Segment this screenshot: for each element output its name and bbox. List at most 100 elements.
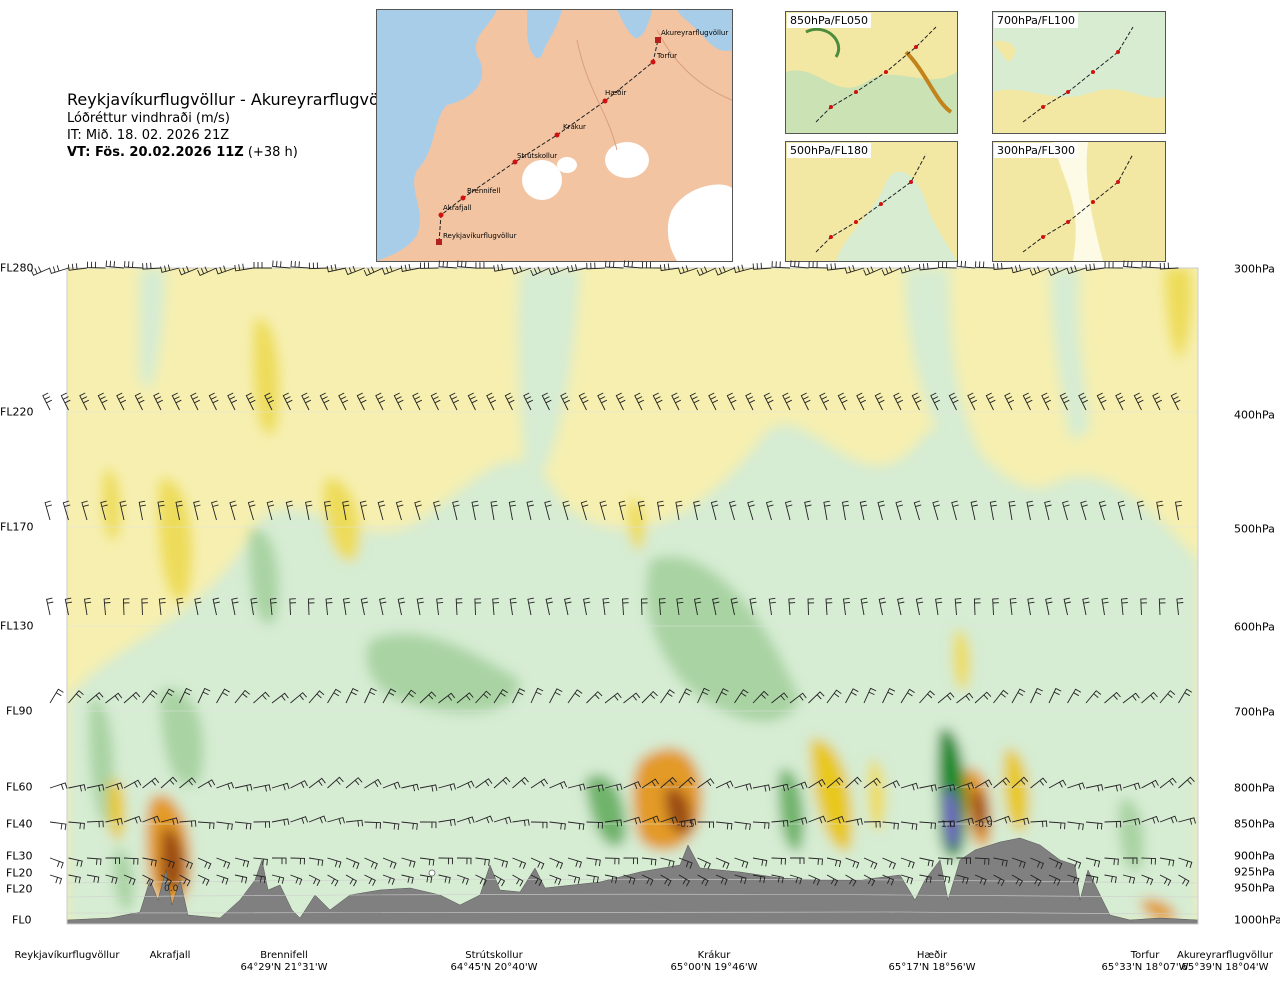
- wind-barb: [938, 261, 957, 269]
- small-map-300: 300hPa/FL300: [992, 141, 1166, 262]
- wind-barb: [508, 500, 516, 521]
- wind-barb: [678, 688, 692, 704]
- field-green: [249, 528, 279, 625]
- wind-barb: [474, 598, 482, 616]
- wind-barb: [138, 500, 146, 521]
- wind-barb: [564, 597, 572, 616]
- location-name: Strútskollur: [465, 950, 523, 961]
- wind-barb: [87, 261, 106, 269]
- wind-barb: [266, 500, 275, 521]
- wind-barb: [826, 857, 842, 868]
- route-map-graphic: Akureyrarflugvöllur Torfur Hæðir Krákur …: [377, 10, 732, 261]
- location-label: Strútskollur 64°45'N 20°40'W: [451, 950, 538, 974]
- field-purple: [944, 789, 958, 848]
- wind-barb: [586, 691, 603, 704]
- wind-barb: [475, 857, 490, 866]
- wind-barb: [541, 392, 552, 411]
- wind-barb: [401, 783, 419, 792]
- wind-barb: [419, 874, 433, 883]
- wind-barb: [325, 598, 333, 616]
- wind-barb: [364, 874, 376, 886]
- wind-barb: [900, 857, 915, 869]
- wind-barb: [530, 874, 543, 887]
- wind-barb: [523, 392, 533, 411]
- wind-barb: [375, 392, 385, 411]
- wind-barb: [874, 392, 885, 411]
- hpa-label: 900hPa: [1234, 849, 1275, 863]
- wind-barb: [1141, 874, 1154, 886]
- wind-barb: [123, 691, 141, 704]
- fl-label: FL280: [0, 261, 34, 275]
- wind-barb: [530, 857, 545, 870]
- wind-barb: [142, 874, 154, 887]
- field-yellow: [158, 479, 192, 601]
- wind-barb: [345, 857, 360, 870]
- location-name: Krákur: [697, 950, 731, 961]
- wind-barb: [825, 598, 833, 616]
- wind-barb: [430, 392, 441, 411]
- wind-barb: [530, 266, 550, 277]
- wind-barb: [42, 392, 52, 411]
- wind-barb: [1011, 857, 1026, 869]
- wind-barb: [1030, 820, 1048, 828]
- wind-barb: [734, 821, 751, 831]
- small-map-850: 850hPa/FL050: [785, 11, 958, 134]
- wind-barb: [993, 815, 1012, 824]
- wind-barb: [752, 874, 766, 884]
- field-brown: [665, 788, 692, 834]
- wind-barb: [656, 500, 665, 521]
- wind-barb: [819, 392, 829, 411]
- wind-barb: [604, 819, 623, 827]
- wind-barb: [1004, 392, 1014, 411]
- location-label: Torfur 65°33'N 18°07'W: [1102, 950, 1189, 974]
- variable-title: Lóðréttur vindhraði (m/s): [67, 111, 230, 126]
- wind-barb: [308, 874, 321, 887]
- wind-barb: [1101, 597, 1109, 616]
- location-coords: 65°33'N 18°07'W: [1101, 962, 1189, 973]
- wind-barb: [826, 777, 844, 789]
- wind-barb: [604, 783, 623, 791]
- wind-barb: [216, 688, 230, 704]
- map-station-label: Strútskollur: [517, 152, 557, 160]
- wind-barb: [68, 857, 83, 868]
- wind-barb: [659, 263, 680, 272]
- wind-barb: [305, 500, 313, 521]
- hpa-label: 400hPa: [1234, 408, 1275, 422]
- wind-barb: [364, 687, 377, 704]
- wind-barb: [308, 777, 326, 789]
- issue-time: IT: Mið. 18. 02. 2026 21Z: [67, 128, 230, 143]
- wind-barb: [1104, 820, 1122, 828]
- wind-barb: [989, 500, 997, 521]
- fl-label: FL60: [6, 780, 33, 794]
- wind-barb: [618, 500, 627, 521]
- wind-barb: [436, 597, 444, 616]
- wind-barb: [1159, 874, 1172, 887]
- wind-barb: [1067, 874, 1080, 885]
- fl-label: FL90: [6, 704, 33, 718]
- wind-barb: [356, 392, 367, 411]
- wind-barb: [548, 265, 569, 276]
- wind-barb: [1136, 500, 1145, 521]
- field-yellow: [103, 469, 121, 541]
- wind-barb: [726, 392, 737, 411]
- wind-barb: [345, 687, 359, 704]
- wind-barb: [771, 820, 789, 827]
- wind-barb: [586, 857, 601, 867]
- wind-barb: [863, 266, 883, 276]
- wind-barb: [176, 597, 184, 616]
- wind-barb: [79, 392, 89, 411]
- location-label: Krákur 65°00'N 19°46'W: [671, 950, 758, 974]
- wind-barb: [229, 500, 237, 521]
- wind-barb: [544, 500, 552, 521]
- wind-barb: [765, 500, 774, 521]
- wind-barb: [951, 500, 959, 521]
- wind-barb: [1085, 690, 1102, 704]
- wind-barb: [956, 782, 975, 790]
- wind-barb: [696, 266, 717, 276]
- wind-barb: [604, 874, 618, 884]
- wind-barb: [190, 392, 200, 411]
- wind-barb: [1085, 857, 1101, 868]
- wind-barb: [160, 688, 175, 704]
- annotation-label: 0.0: [164, 884, 179, 894]
- wind-barb: [789, 781, 808, 790]
